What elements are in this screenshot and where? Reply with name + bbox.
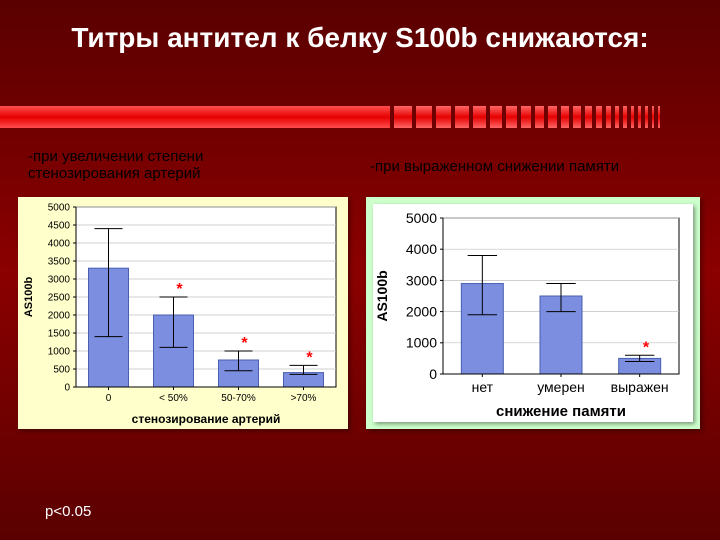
svg-text:< 50%: < 50%: [159, 393, 188, 404]
svg-text:выражен: выражен: [611, 379, 669, 395]
svg-text:2000: 2000: [406, 304, 437, 320]
chart2-container: 0 1000 2000 3000 4000 5000 AS100b нет умерен выра…: [373, 204, 693, 422]
svg-text:*: *: [306, 349, 313, 366]
svg-text:2500: 2500: [48, 293, 71, 304]
svg-text:1500: 1500: [48, 329, 71, 340]
svg-text:4500: 4500: [48, 221, 71, 232]
svg-text:AS100b: AS100b: [23, 277, 35, 318]
slide-title: Титры антител к белку S100b снижаются:: [0, 22, 720, 54]
chart1-svg: 0 500 1000 1500 2000 2500 3000 3500 4000 4500 5000…: [18, 197, 348, 429]
chart1-container: 0 500 1000 1500 2000 2500 3000 3500 4000 4500 5000…: [18, 197, 348, 429]
svg-text:умерен: умерен: [537, 379, 585, 395]
svg-text:5000: 5000: [48, 203, 71, 214]
subtitle-left: -при увеличении степени стенозирования а…: [28, 148, 203, 182]
svg-text:0: 0: [429, 366, 437, 382]
chart2-svg: 0 1000 2000 3000 4000 5000 AS100b нет умерен выра…: [373, 204, 693, 422]
svg-text:2000: 2000: [48, 311, 71, 322]
decor-band-bars: [390, 106, 660, 128]
decor-band: [0, 106, 720, 128]
svg-text:500: 500: [53, 365, 70, 376]
footnote: р<0.05: [45, 503, 91, 520]
svg-text:стенозирование артерий: стенозирование артерий: [132, 412, 281, 426]
svg-text:1000: 1000: [48, 347, 71, 358]
svg-text:4000: 4000: [406, 241, 437, 257]
svg-text:4000: 4000: [48, 239, 71, 250]
subtitle-left-line2: стенозирования артерий: [28, 165, 203, 182]
svg-text:50-70%: 50-70%: [221, 393, 256, 404]
decor-band-solid: [0, 106, 390, 128]
svg-text:нет: нет: [472, 379, 494, 395]
svg-text:>70%: >70%: [291, 393, 317, 404]
svg-text:5000: 5000: [406, 210, 437, 226]
svg-text:снижение памяти: снижение памяти: [496, 403, 626, 420]
svg-text:*: *: [241, 335, 248, 352]
svg-text:*: *: [643, 339, 650, 356]
subtitle-right: -при выраженном снижении памяти: [370, 158, 619, 175]
svg-text:1000: 1000: [406, 335, 437, 351]
svg-text:3000: 3000: [406, 272, 437, 288]
svg-text:3000: 3000: [48, 275, 71, 286]
svg-text:0: 0: [106, 393, 112, 404]
svg-text:3500: 3500: [48, 257, 71, 268]
svg-text:AS100b: AS100b: [374, 270, 390, 321]
subtitle-left-line1: -при увеличении степени: [28, 148, 203, 165]
svg-text:*: *: [176, 281, 183, 298]
svg-text:0: 0: [64, 383, 70, 394]
